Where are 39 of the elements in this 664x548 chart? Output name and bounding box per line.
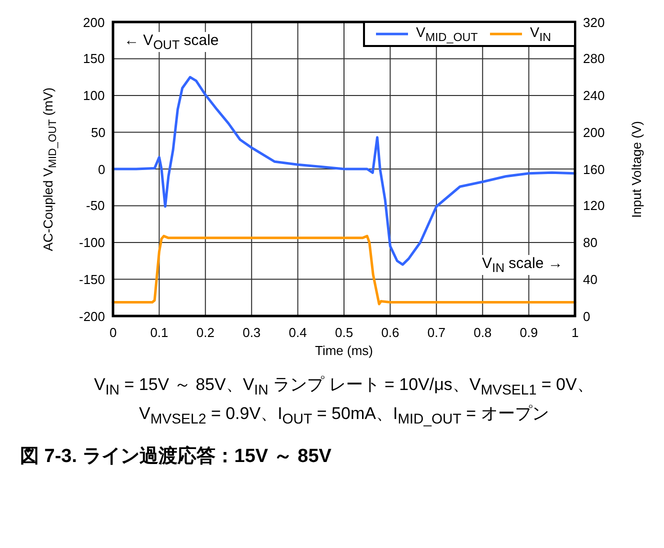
line-series — [112, 234, 576, 306]
legend-label: V$_{IN}$ — [530, 24, 551, 44]
y-tick-label: -100 — [79, 235, 106, 250]
y-tick-label: 50 — [91, 124, 106, 140]
x-tick-label: 0.8 — [474, 324, 492, 340]
y2-tick-label: 120 — [583, 198, 605, 214]
y-tick-label: -50 — [86, 198, 105, 214]
text: V$_{MVSEL2}$ = 0.9V、I$_{OUT}$ = 50mA、I$_{MID_OUT}$ = オープン — [139, 402, 549, 427]
y-tick-label: 0 — [98, 162, 106, 176]
text: 図 7-3. ライン過渡応答：15V ～ 85V — [20, 444, 332, 469]
annotation: V$_{IN}$ scale → — [480, 255, 565, 275]
y2-tick-label: 240 — [583, 88, 605, 103]
y2-tick-label: 200 — [583, 124, 605, 140]
y-tick-label: -150 — [79, 272, 106, 287]
x-tick-label: 0.7 — [427, 324, 446, 340]
y2-tick-label: 320 — [583, 14, 605, 30]
x-axis-title: Time (ms) — [315, 342, 374, 358]
x-tick-label: 0.9 — [520, 324, 538, 340]
x-tick-label: 0.5 — [335, 324, 354, 340]
y2-axis-title: Input Voltage (V) — [628, 120, 644, 218]
y2-tick-label: 160 — [583, 162, 605, 176]
x-tick-label: 0.3 — [242, 324, 261, 340]
y2-tick-label: 80 — [583, 235, 598, 250]
text: V$_{IN}$ = 15V ～ 85V、V$_{IN}$ ランプ レート = 10V/μs、V$_{MVSEL1}$ = 0V、 — [94, 374, 594, 398]
y2-tick-label: 0 — [583, 308, 590, 324]
y2-tick-label: 40 — [583, 272, 598, 287]
x-tick-label: 1 — [572, 324, 579, 340]
y-tick-label: -200 — [79, 308, 106, 324]
x-tick-label: 0.2 — [196, 324, 214, 340]
x-tick-label: 0.6 — [381, 324, 400, 340]
y-tick-label: 200 — [83, 14, 105, 30]
y-tick-label: 100 — [83, 88, 105, 103]
x-tick-label: 0.4 — [288, 324, 307, 340]
legend-label: V$_{MID_OUT}$ — [416, 24, 478, 44]
x-tick-label: 0 — [110, 324, 117, 340]
x-tick-label: 0.1 — [150, 324, 168, 340]
y2-tick-label: 280 — [583, 51, 605, 66]
y-tick-label: 150 — [83, 51, 105, 66]
annotation: ← V$_{OUT}$ scale — [122, 32, 221, 52]
